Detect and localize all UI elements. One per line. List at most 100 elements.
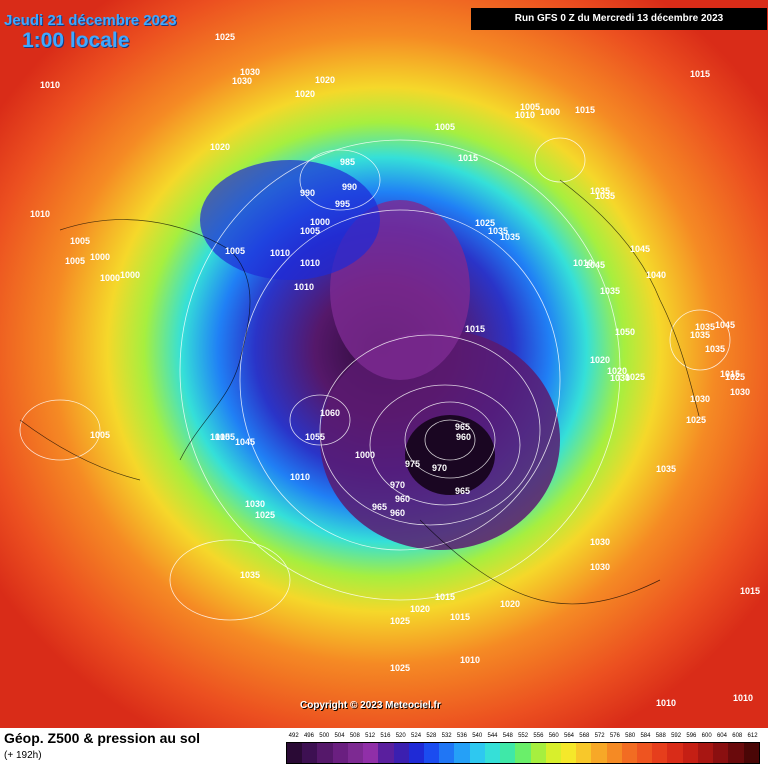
- scale-label: 544: [487, 733, 498, 739]
- pressure-label: 1010: [294, 282, 314, 292]
- scale-swatch: [576, 743, 592, 763]
- pressure-label: 1010: [40, 80, 60, 90]
- pressure-label: 1005: [65, 256, 85, 266]
- pressure-label: 1030: [690, 394, 710, 404]
- scale-swatch: [408, 743, 424, 763]
- pressure-label: 1035: [500, 232, 520, 242]
- scale-label: 520: [395, 733, 406, 739]
- scale-label: 528: [426, 733, 437, 739]
- pressure-label: 1010: [270, 248, 290, 258]
- pressure-label: 1005: [435, 122, 455, 132]
- pressure-label: 1035: [595, 191, 615, 201]
- scale-swatch: [560, 743, 577, 763]
- pressure-label: 1005: [520, 102, 540, 112]
- pressure-label: 1025: [255, 510, 275, 520]
- scale-swatch: [439, 743, 455, 763]
- pressure-label: 1010: [290, 472, 310, 482]
- pressure-label: 1035: [705, 344, 725, 354]
- pressure-label: 1000: [90, 252, 110, 262]
- scale-swatch: [545, 743, 561, 763]
- pressure-label: 1020: [210, 142, 230, 152]
- pressure-label: 975: [405, 459, 420, 469]
- pressure-label: 1035: [240, 570, 260, 580]
- pressure-label: 1030: [590, 537, 610, 547]
- pressure-label: 1015: [450, 612, 470, 622]
- scale-swatch: [469, 743, 485, 763]
- coastlines: [19, 179, 701, 605]
- pressure-label: 1010: [30, 209, 50, 219]
- scale-colors: [286, 742, 760, 764]
- pressure-label: 1020: [500, 599, 520, 609]
- pressure-label: 1030: [590, 562, 610, 572]
- forecast-time: 1:00 locale: [22, 29, 130, 52]
- chart-title: Géop. Z500 & pression au sol: [4, 730, 201, 746]
- pressure-label: 970: [432, 463, 447, 473]
- pressure-label: 1030: [610, 373, 630, 383]
- scale-label: 496: [303, 733, 314, 739]
- scale-label: 552: [518, 733, 529, 739]
- pressure-label: 1010: [210, 432, 230, 442]
- western-blue-trough: [200, 160, 380, 280]
- scale-label: 576: [609, 733, 620, 739]
- pressure-label: 965: [372, 502, 387, 512]
- scale-swatch: [713, 743, 729, 763]
- scale-swatch: [637, 743, 653, 763]
- pressure-label: 970: [390, 480, 405, 490]
- pressure-label: 1045: [630, 244, 650, 254]
- scale-label: 608: [732, 733, 743, 739]
- scale-label: 584: [640, 733, 651, 739]
- run-info: Run GFS 0 Z du Mercredi 13 décembre 2023: [471, 8, 767, 30]
- pressure-label: 960: [456, 432, 471, 442]
- scale-swatch: [454, 743, 470, 763]
- scale-swatch: [591, 743, 607, 763]
- pressure-label: 1000: [100, 273, 120, 283]
- pressure-label: 1005: [300, 226, 320, 236]
- scale-swatch: [667, 743, 683, 763]
- scale-swatch: [621, 743, 638, 763]
- pressure-label: 1025: [475, 218, 495, 228]
- pressure-label: 1030: [245, 499, 265, 509]
- scale-swatch: [530, 743, 546, 763]
- scale-swatch: [606, 743, 622, 763]
- pressure-label: 1030: [232, 76, 252, 86]
- scale-label: 540: [472, 733, 483, 739]
- pressure-label: 1010: [300, 258, 320, 268]
- forecast-date: Jeudi 21 décembre 2023: [4, 12, 177, 29]
- scale-swatch: [393, 743, 409, 763]
- pressure-label: 1010: [656, 698, 676, 708]
- forecast-date-block: Jeudi 21 décembre 2023 1:00 locale: [4, 12, 177, 53]
- scale-label: 508: [349, 733, 360, 739]
- pressure-label: 1025: [390, 663, 410, 673]
- scale-swatch: [500, 743, 516, 763]
- pressure-labels: 1025103010301010102010201015100510101000…: [30, 32, 760, 708]
- copyright: Copyright © 2023 Meteociel.fr: [300, 700, 441, 711]
- scale-label: 536: [456, 733, 467, 739]
- scale-swatch: [332, 743, 348, 763]
- scale-label: 588: [655, 733, 666, 739]
- pressure-label: 1015: [575, 105, 595, 115]
- pressure-label: 1045: [585, 260, 605, 270]
- scale-swatch: [728, 743, 744, 763]
- pressure-label: 1045: [235, 437, 255, 447]
- pressure-label: 1025: [215, 32, 235, 42]
- pressure-label: 1020: [315, 75, 335, 85]
- pressure-label: 1005: [90, 430, 110, 440]
- pressure-label: 1020: [295, 89, 315, 99]
- scale-swatch: [652, 743, 668, 763]
- pressure-label: 1040: [646, 270, 666, 280]
- legend-bar: Géop. Z500 & pression au sol (+ 192h) 49…: [0, 728, 768, 768]
- scale-swatch: [287, 743, 303, 763]
- scale-label: 532: [441, 733, 452, 739]
- weather-map: 1025103010301010102010201015100510101000…: [0, 0, 768, 728]
- pressure-label: 1055: [305, 432, 325, 442]
- pressure-label: 985: [340, 157, 355, 167]
- pressure-label: 1025: [390, 616, 410, 626]
- pressure-label: 1030: [240, 67, 260, 77]
- pressure-label: 995: [335, 199, 350, 209]
- pressure-label: 1015: [740, 586, 760, 596]
- pressure-label: 1005: [225, 246, 245, 256]
- scale-label: 612: [747, 733, 758, 739]
- scale-label: 572: [594, 733, 605, 739]
- scale-swatch: [378, 743, 394, 763]
- scale-swatch: [302, 743, 318, 763]
